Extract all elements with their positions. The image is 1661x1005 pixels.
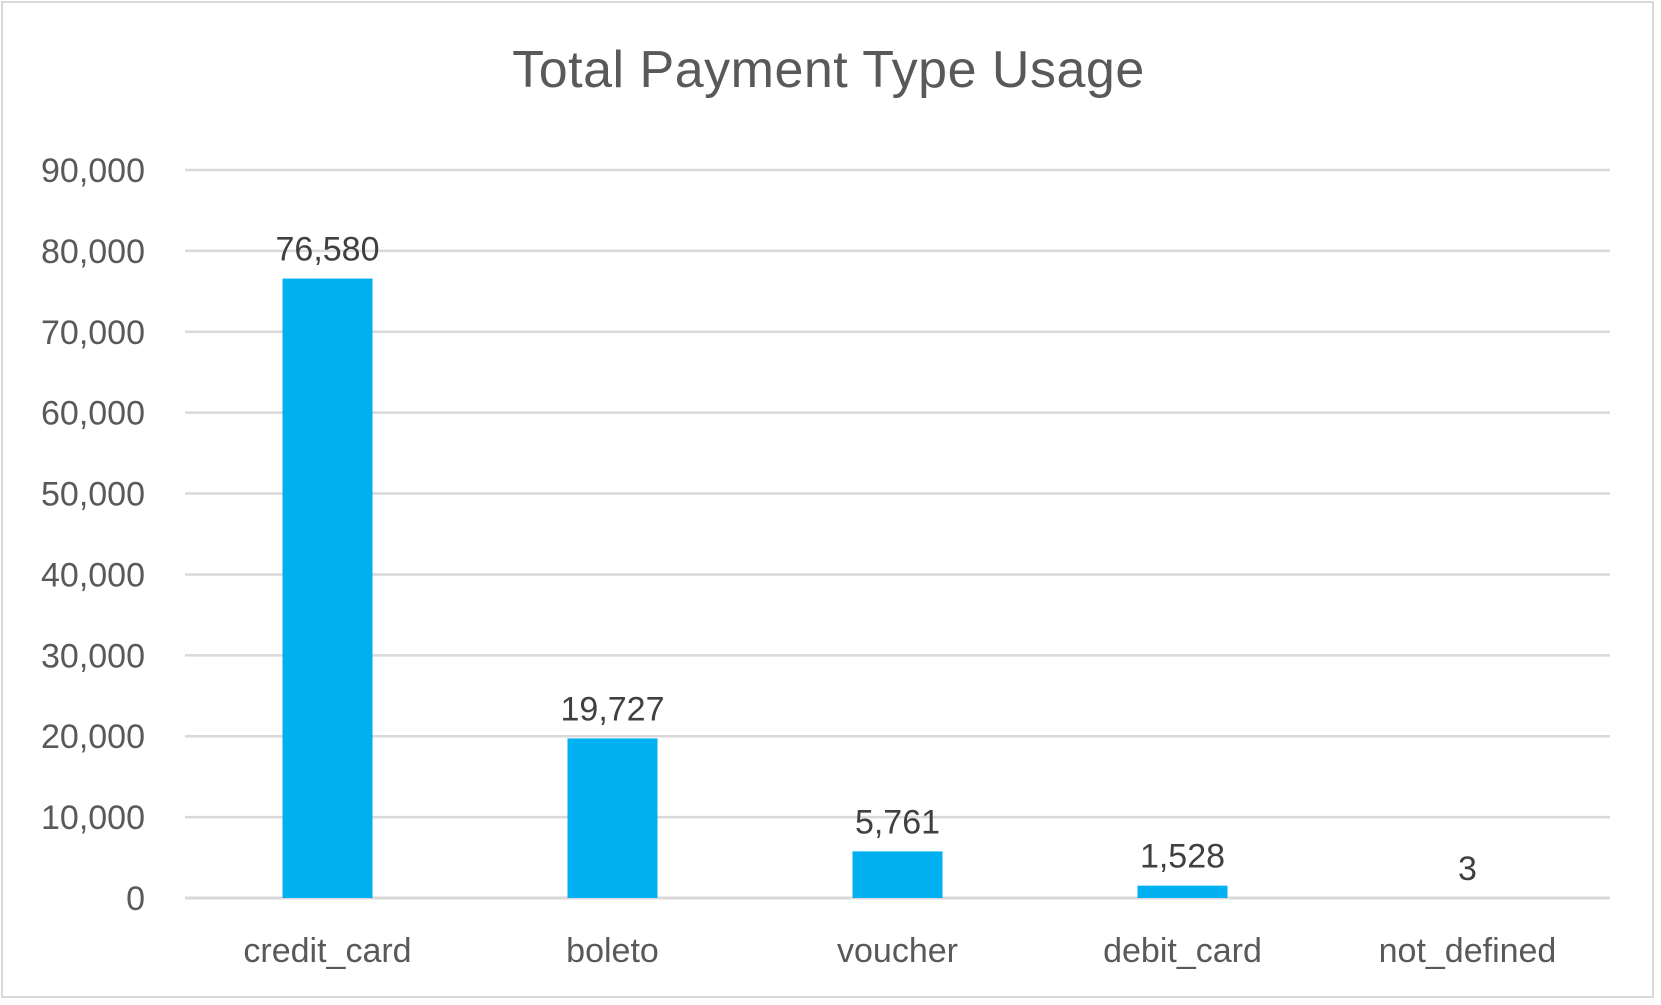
data-label: 1,528 [1140,838,1225,876]
x-tick-label: not_defined [1379,932,1557,970]
y-tick-label: 80,000 [41,233,145,271]
y-tick-label: 50,000 [41,476,145,514]
bar-debit-card [1137,885,1228,898]
x-tick-label: voucher [837,932,958,970]
y-tick-label: 60,000 [41,395,145,433]
x-tick-label: debit_card [1103,932,1262,970]
y-tick-label: 30,000 [41,637,145,675]
data-label: 19,727 [561,690,665,728]
bar-boleto [567,738,658,898]
gridlines [185,168,1610,900]
y-tick-label: 0 [126,880,145,918]
y-tick-label: 90,000 [41,152,145,190]
y-tick-label: 20,000 [41,718,145,756]
x-tick-label: boleto [566,932,659,970]
chart-title: Total Payment Type Usage [512,41,1145,99]
data-label: 76,580 [276,231,380,269]
data-label: 3 [1458,850,1477,888]
x-axis-tick-labels: credit_card boleto voucher debit_card not_de… [243,932,1556,970]
bar-credit-card [282,278,373,899]
bars [282,278,1513,899]
bar-voucher [852,851,943,898]
x-tick-label: credit_card [243,932,411,970]
data-labels: 76,580 19,727 5,761 1,528 3 [276,231,1477,888]
y-axis-tick-labels: 0 10,000 20,000 30,000 40,000 50,000 60,000 70,… [41,152,145,918]
y-tick-label: 70,000 [41,314,145,352]
y-tick-label: 10,000 [41,799,145,837]
data-label: 5,761 [855,803,940,841]
y-tick-label: 40,000 [41,556,145,594]
